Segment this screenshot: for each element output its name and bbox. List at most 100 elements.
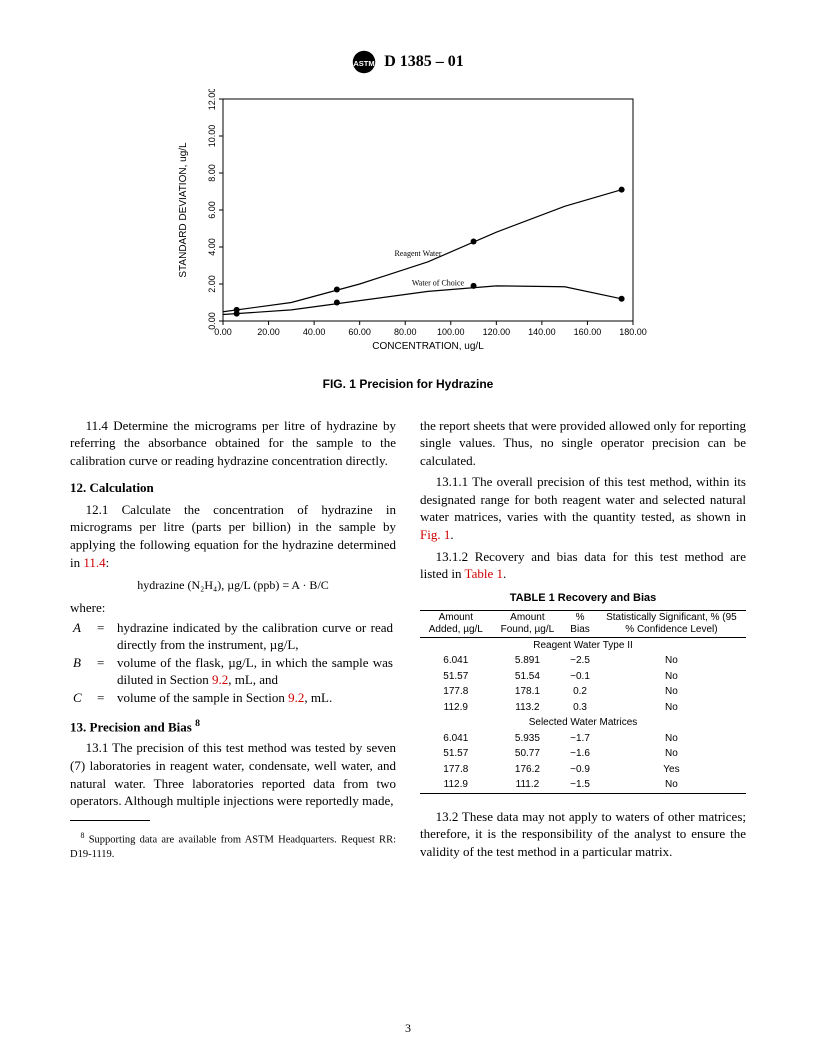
equation-hydrazine: hydrazine (N₂H₄), µg/L (ppb) = A · B/C — [70, 577, 396, 593]
svg-text:ASTM: ASTM — [354, 59, 375, 68]
table-cell: −1.7 — [563, 731, 597, 747]
body-columns: 11.4 Determine the micrograms per litre … — [70, 417, 746, 873]
svg-text:0.00: 0.00 — [207, 312, 217, 330]
where-definitions: A = hydrazine indicated by the calibrati… — [70, 619, 396, 707]
table-cell: 0.3 — [563, 700, 597, 716]
table-cell: 5.935 — [492, 731, 564, 747]
table-subheading: Selected Water Matrices — [420, 715, 746, 731]
para-13-2: 13.2 These data may not apply to waters … — [420, 808, 746, 861]
table-row: 112.9111.2−1.5No — [420, 777, 746, 793]
figure-1: 0.00 20.00 40.00 60.00 80.00 100.00 120.00 140.… — [70, 89, 746, 392]
ref-fig-1[interactable]: Fig. 1 — [420, 527, 450, 542]
table-header-bias: % Bias — [563, 610, 597, 637]
table-recovery-bias: Amount Added, µg/L Amount Found, µg/L % … — [420, 610, 746, 794]
table-cell: Yes — [597, 762, 746, 778]
precision-chart: 0.00 20.00 40.00 60.00 80.00 100.00 120.00 140.… — [168, 89, 648, 369]
svg-text:180.00: 180.00 — [619, 327, 647, 337]
svg-text:10.00: 10.00 — [207, 125, 217, 148]
where-B-symbol: B — [70, 654, 94, 689]
table-cell: 113.2 — [492, 700, 564, 716]
ref-11-4[interactable]: 11.4 — [83, 555, 105, 570]
designation-text: D 1385 – 01 — [384, 51, 464, 73]
left-column: 11.4 Determine the micrograms per litre … — [70, 417, 396, 873]
table-cell: 6.041 — [420, 653, 492, 669]
table-cell: 0.2 — [563, 684, 597, 700]
table-cell: 51.54 — [492, 669, 564, 685]
table-cell: No — [597, 653, 746, 669]
astm-logo-icon: ASTM — [352, 50, 376, 74]
table-subheading: Reagent Water Type II — [420, 637, 746, 653]
svg-text:CONCENTRATION, ug/L: CONCENTRATION, ug/L — [372, 341, 484, 352]
table-cell: −0.9 — [563, 762, 597, 778]
footnote-marker-8[interactable]: 8 — [195, 718, 200, 729]
table-row: 51.5750.77−1.6No — [420, 746, 746, 762]
table-cell: 111.2 — [492, 777, 564, 793]
where-C-def-b: , mL. — [304, 690, 332, 705]
right-column: the report sheets that were provided all… — [420, 417, 746, 873]
table-cell: No — [597, 700, 746, 716]
table-cell: −2.5 — [563, 653, 597, 669]
table-cell: No — [597, 746, 746, 762]
para-13-1-1-b: . — [450, 527, 453, 542]
footnote-8-text: Supporting data are available from ASTM … — [70, 835, 396, 860]
para-13-1-2: 13.1.2 Recovery and bias data for this t… — [420, 548, 746, 583]
table-cell: −1.6 — [563, 746, 597, 762]
where-block: where: A = hydrazine indicated by the ca… — [70, 599, 396, 706]
table-row: 6.0415.935−1.7No — [420, 731, 746, 747]
where-C-def-a: volume of the sample in Section — [117, 690, 288, 705]
table-header-sig: Statistically Significant, % (95 % Confi… — [597, 610, 746, 637]
para-13-1-1-a: 13.1.1 The overall precision of this tes… — [420, 474, 746, 524]
section-13-heading: 13. Precision and Bias 8 — [70, 717, 396, 736]
footnote-rule — [70, 820, 150, 821]
page-number: 3 — [0, 1020, 816, 1036]
footnote-8: 8 Supporting data are available from AST… — [70, 831, 396, 862]
svg-text:100.00: 100.00 — [437, 327, 465, 337]
table-cell: 177.8 — [420, 762, 492, 778]
table-cell: 176.2 — [492, 762, 564, 778]
svg-text:40.00: 40.00 — [303, 327, 326, 337]
ref-9-2-a[interactable]: 9.2 — [212, 672, 228, 687]
svg-text:4.00: 4.00 — [207, 238, 217, 256]
table-1-title: TABLE 1 Recovery and Bias — [420, 591, 746, 606]
svg-text:60.00: 60.00 — [348, 327, 371, 337]
svg-text:80.00: 80.00 — [394, 327, 417, 337]
svg-text:Water of Choice: Water of Choice — [412, 278, 465, 287]
table-cell: No — [597, 777, 746, 793]
where-B-def-b: , mL, and — [228, 672, 278, 687]
where-B-def: volume of the flask, µg/L, in which the … — [114, 654, 396, 689]
where-A-def: hydrazine indicated by the calibration c… — [114, 619, 396, 654]
svg-text:STANDARD DEVIATION, ug/L: STANDARD DEVIATION, ug/L — [178, 142, 189, 278]
table-cell: −1.5 — [563, 777, 597, 793]
table-cell: 178.1 — [492, 684, 564, 700]
section-12-heading: 12. Calculation — [70, 479, 396, 497]
para-12-1: 12.1 Calculate the concentration of hydr… — [70, 501, 396, 571]
svg-text:6.00: 6.00 — [207, 201, 217, 219]
ref-9-2-b[interactable]: 9.2 — [288, 690, 304, 705]
table-row: 6.0415.891−2.5No — [420, 653, 746, 669]
ref-table-1[interactable]: Table 1 — [465, 566, 503, 581]
svg-text:140.00: 140.00 — [528, 327, 556, 337]
table-cell: 6.041 — [420, 731, 492, 747]
where-label: where: — [70, 599, 396, 617]
table-cell: 112.9 — [420, 700, 492, 716]
table-row: 51.5751.54−0.1No — [420, 669, 746, 685]
para-11-4: 11.4 Determine the micrograms per litre … — [70, 417, 396, 470]
para-col2-continuation: the report sheets that were provided all… — [420, 417, 746, 470]
para-13-1-2-b: . — [503, 566, 506, 581]
table-cell: 51.57 — [420, 746, 492, 762]
table-cell: 177.8 — [420, 684, 492, 700]
svg-text:Reagent Water: Reagent Water — [395, 249, 442, 258]
table-row: 177.8176.2−0.9Yes — [420, 762, 746, 778]
table-cell: No — [597, 731, 746, 747]
where-C-symbol: C — [70, 689, 94, 707]
table-header-found: Amount Found, µg/L — [492, 610, 564, 637]
svg-text:120.00: 120.00 — [483, 327, 511, 337]
para-13-1: 13.1 The precision of this test method w… — [70, 739, 396, 809]
svg-text:160.00: 160.00 — [574, 327, 602, 337]
svg-text:20.00: 20.00 — [257, 327, 280, 337]
section-13-title-text: 13. Precision and Bias — [70, 719, 195, 734]
where-C-def: volume of the sample in Section 9.2, mL. — [114, 689, 396, 707]
where-A-symbol: A — [70, 619, 94, 654]
para-12-1-text-a: 12.1 Calculate the concentration of hydr… — [70, 502, 396, 570]
page-header: ASTM D 1385 – 01 — [70, 50, 746, 74]
